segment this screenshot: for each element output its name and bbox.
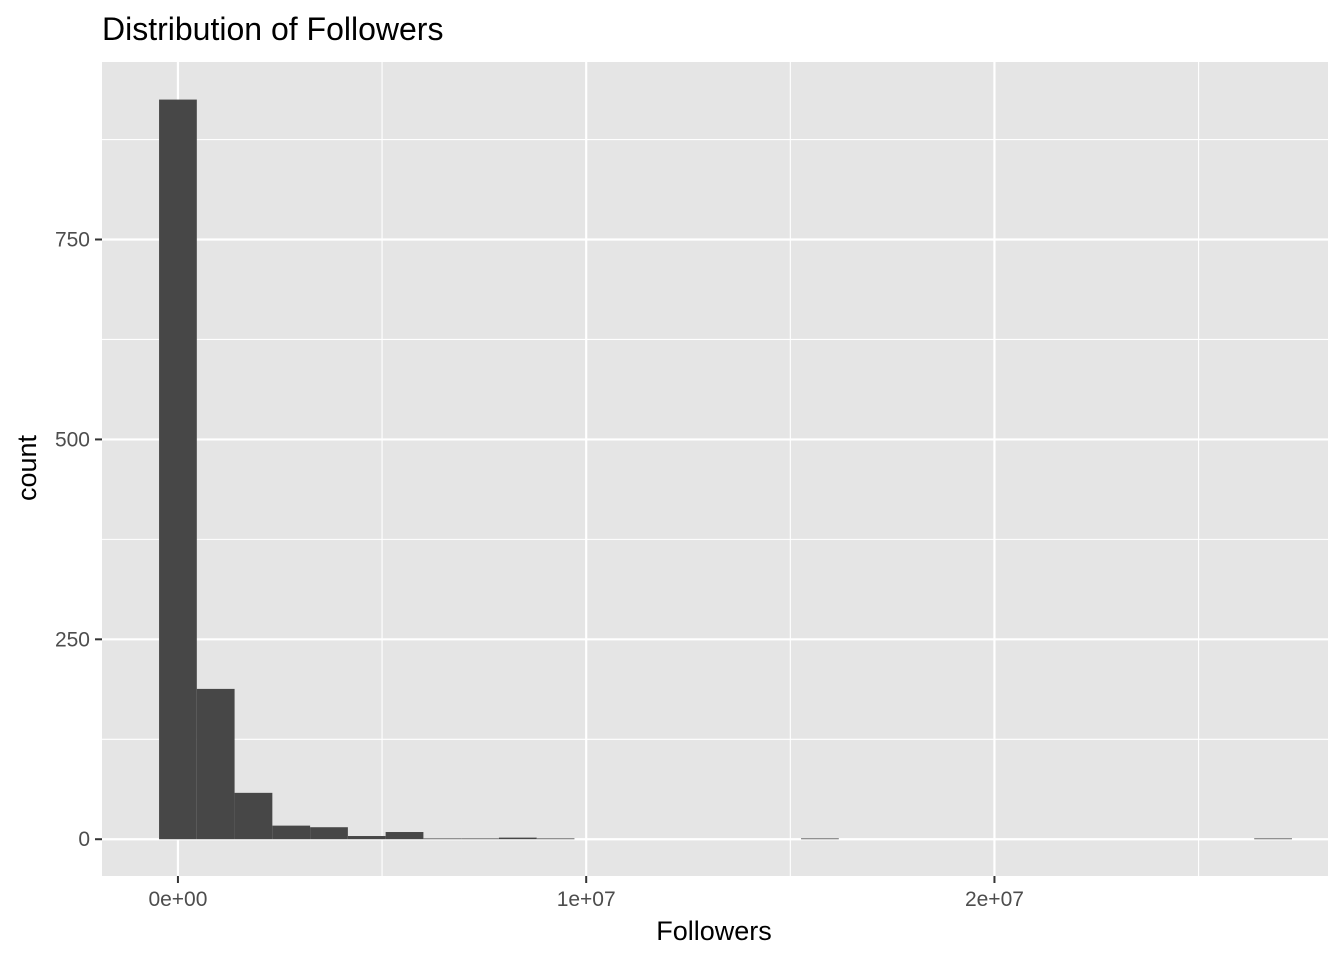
histogram-bar bbox=[272, 825, 311, 840]
histogram-bar bbox=[1254, 838, 1292, 840]
y-axis: 0 250 500 750 bbox=[55, 229, 102, 851]
histogram-bar bbox=[347, 836, 386, 840]
chart-title: Distribution of Followers bbox=[102, 11, 443, 47]
y-tick-label: 500 bbox=[55, 428, 90, 451]
histogram-bars bbox=[159, 99, 1292, 840]
x-tick-label: 2e+07 bbox=[965, 888, 1024, 911]
histogram-bar bbox=[159, 99, 197, 840]
x-tick-label: 0e+00 bbox=[148, 888, 207, 911]
histogram-bar bbox=[461, 838, 499, 840]
x-axis: 0e+00 1e+07 2e+07 bbox=[148, 876, 1024, 911]
histogram-bar bbox=[234, 792, 273, 840]
y-tick-label: 750 bbox=[55, 229, 90, 252]
histogram-bar bbox=[498, 837, 537, 840]
histogram-bar bbox=[801, 838, 839, 840]
minor-gridlines bbox=[102, 62, 1328, 876]
x-axis-title: Followers bbox=[656, 916, 772, 946]
histogram-bar bbox=[536, 838, 575, 840]
histogram-bar bbox=[310, 827, 348, 840]
histogram-bar bbox=[423, 838, 462, 840]
plot-panel bbox=[102, 62, 1328, 876]
histogram-bar bbox=[385, 832, 424, 840]
x-tick-label: 1e+07 bbox=[557, 888, 616, 911]
y-tick-label: 250 bbox=[55, 628, 90, 651]
histogram-bar bbox=[196, 688, 235, 840]
y-tick-label: 0 bbox=[78, 828, 90, 851]
y-axis-title: count bbox=[12, 434, 42, 501]
